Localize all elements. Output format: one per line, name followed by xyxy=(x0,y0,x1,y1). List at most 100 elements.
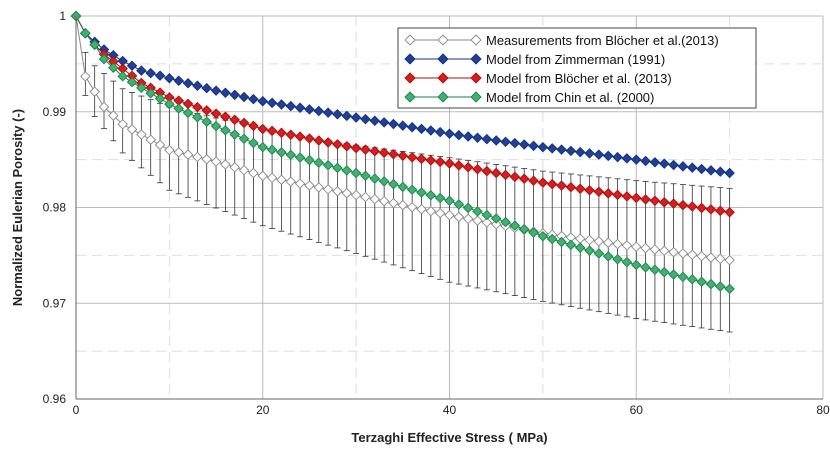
data-point xyxy=(696,276,707,287)
data-point xyxy=(266,97,278,109)
data-point xyxy=(612,151,623,163)
data-point xyxy=(603,150,614,162)
data-point xyxy=(369,173,381,184)
data-point xyxy=(173,147,184,158)
data-point xyxy=(425,190,437,201)
data-point xyxy=(593,149,605,160)
data-point xyxy=(696,163,707,175)
data-point xyxy=(677,248,689,259)
y-tick-label: 0.98 xyxy=(43,201,67,215)
legend-label: Measurements from Blöcher et al.(2013) xyxy=(486,33,719,48)
y-tick-label: 0.96 xyxy=(43,392,67,406)
data-point xyxy=(715,281,726,292)
legend-label: Model from Blöcher et al. (2013) xyxy=(486,71,672,86)
data-point xyxy=(603,251,614,262)
data-point xyxy=(687,274,698,285)
legend-swatch-marker xyxy=(470,91,482,103)
data-point xyxy=(350,189,362,201)
data-point xyxy=(593,186,605,198)
data-point xyxy=(518,223,530,235)
data-point xyxy=(322,137,334,148)
data-point xyxy=(612,238,623,250)
data-point xyxy=(584,185,595,196)
data-point xyxy=(341,140,353,152)
data-point xyxy=(313,157,325,168)
data-point xyxy=(509,171,521,183)
data-point xyxy=(528,140,539,152)
data-point xyxy=(182,77,194,89)
data-point xyxy=(201,82,212,94)
data-point xyxy=(444,128,455,140)
data-point xyxy=(304,104,315,115)
data-point xyxy=(621,153,633,164)
data-point xyxy=(341,165,353,176)
data-point xyxy=(677,271,689,283)
data-point xyxy=(350,167,362,179)
data-point xyxy=(248,137,259,149)
data-point xyxy=(388,149,399,160)
data-point xyxy=(238,91,250,103)
series-layer xyxy=(70,10,735,295)
data-point xyxy=(294,131,306,142)
data-point xyxy=(687,162,698,173)
data-point xyxy=(332,109,343,120)
x-tick-labels: 0 20 40 60 80 xyxy=(73,403,830,417)
data-point xyxy=(285,176,296,187)
data-point xyxy=(490,213,502,224)
data-point xyxy=(434,207,446,219)
data-point xyxy=(145,67,156,79)
data-point xyxy=(425,125,437,136)
data-point xyxy=(285,149,296,161)
data-point xyxy=(164,98,175,110)
data-point xyxy=(378,147,390,158)
data-point xyxy=(248,93,259,105)
data-point xyxy=(322,160,334,171)
data-point xyxy=(687,201,698,212)
data-point xyxy=(584,245,595,256)
data-point xyxy=(696,250,707,262)
data-point xyxy=(724,283,735,295)
data-point xyxy=(640,242,651,254)
data-point xyxy=(621,256,633,268)
data-point xyxy=(229,129,240,140)
data-point xyxy=(406,152,418,163)
data-point xyxy=(705,252,717,263)
data-point xyxy=(490,135,502,146)
data-point xyxy=(481,133,493,145)
legend-swatch-marker xyxy=(404,34,416,46)
data-point xyxy=(677,161,689,172)
data-point xyxy=(537,141,549,153)
data-point xyxy=(276,147,287,158)
data-point xyxy=(715,166,726,177)
data-point xyxy=(462,202,474,214)
data-point xyxy=(631,192,642,204)
data-point xyxy=(668,246,679,258)
data-point xyxy=(546,143,558,154)
data-point xyxy=(360,170,371,182)
data-point xyxy=(640,262,651,273)
data-point xyxy=(490,219,502,230)
data-point xyxy=(332,185,343,197)
data-point xyxy=(705,278,717,290)
data-point xyxy=(631,241,642,252)
data-point xyxy=(173,75,184,86)
data-point xyxy=(388,118,399,130)
data-point xyxy=(220,159,231,170)
data-point xyxy=(229,114,240,126)
data-point xyxy=(416,153,427,165)
data-point xyxy=(332,139,343,150)
data-point xyxy=(490,167,502,179)
data-point xyxy=(724,167,735,179)
data-point xyxy=(164,144,175,156)
data-point xyxy=(434,192,446,204)
legend-swatch-marker xyxy=(437,53,449,65)
data-point xyxy=(304,180,315,191)
data-point xyxy=(294,102,306,113)
data-point xyxy=(425,205,437,217)
data-point xyxy=(276,127,287,139)
data-point xyxy=(705,165,717,176)
data-point xyxy=(294,152,306,163)
data-point xyxy=(257,123,268,135)
series-4 xyxy=(70,10,735,295)
